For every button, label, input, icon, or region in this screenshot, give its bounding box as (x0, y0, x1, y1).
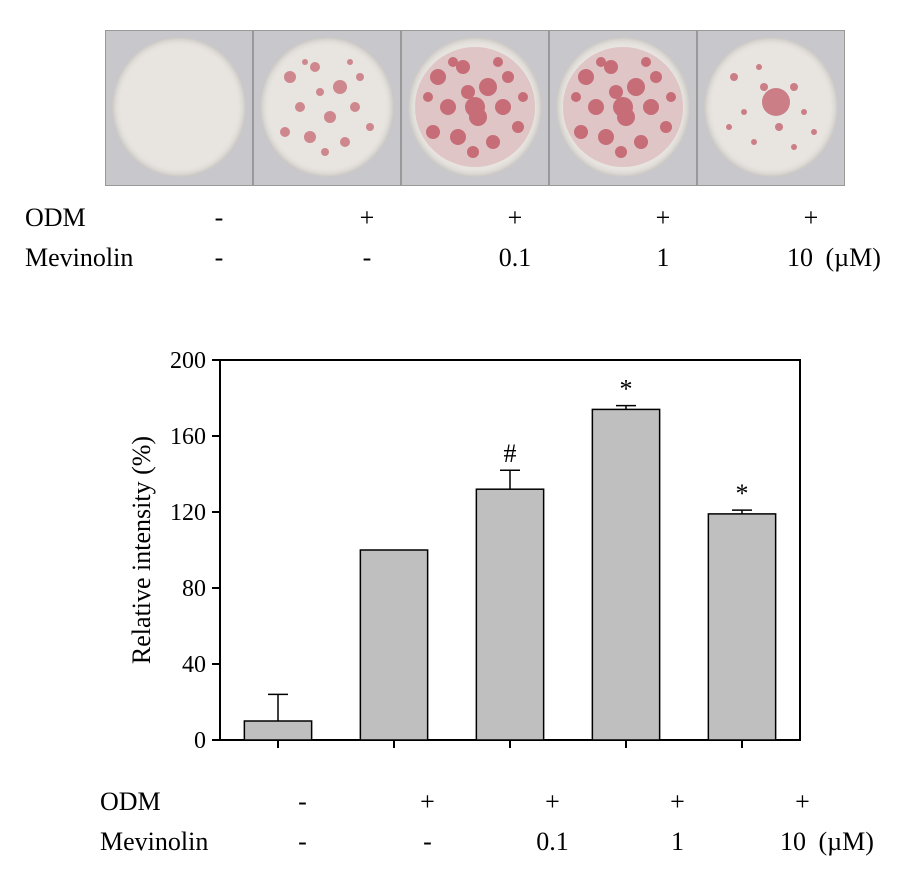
mev-bval-5: 10 (780, 827, 806, 856)
svg-text:120: 120 (170, 500, 206, 526)
svg-text:#: # (504, 439, 517, 468)
well-stain-svg (556, 37, 690, 177)
unit-top: (µM) (826, 243, 881, 272)
mev-bval-5-with-unit: 10 (µM) (740, 827, 897, 857)
well-stain-svg (112, 37, 246, 177)
well-1 (105, 30, 253, 186)
mev-row-bottom: Mevinolin - - 0.1 1 10 (µM) (100, 822, 897, 862)
chart-svg: 0 40 80 120 160 200 Relative intensity (%) # * * (120, 340, 820, 780)
odm-val-4: + (589, 203, 737, 233)
odm-row-top: ODM - + + + + (25, 198, 897, 238)
svg-text:80: 80 (182, 576, 206, 602)
mev-val-3: 0.1 (441, 243, 589, 273)
svg-text:0: 0 (194, 728, 206, 754)
odm-bval-5: + (740, 787, 865, 817)
odm-bval-1: - (240, 787, 365, 817)
top-condition-labels: ODM - + + + + Mevinolin - - 0.1 1 10 (µM… (25, 198, 897, 278)
odm-label-top: ODM (25, 203, 145, 233)
mev-bval-1: - (240, 827, 365, 857)
odm-val-3: + (441, 203, 589, 233)
unit-bottom: (µM) (819, 827, 874, 856)
svg-text:200: 200 (170, 348, 206, 374)
mev-label-bottom: Mevinolin (100, 827, 240, 857)
mev-val-4: 1 (589, 243, 737, 273)
mev-bval-4: 1 (615, 827, 740, 857)
svg-text:160: 160 (170, 424, 206, 450)
well-stain-svg (260, 37, 394, 177)
well-stain-svg (704, 37, 838, 177)
odm-label-bottom: ODM (100, 787, 240, 817)
well-2 (253, 30, 401, 186)
mev-bval-3: 0.1 (490, 827, 615, 857)
svg-text:40: 40 (182, 652, 206, 678)
odm-val-1: - (145, 203, 293, 233)
mev-val-2: - (293, 243, 441, 273)
odm-bval-3: + (490, 787, 615, 817)
odm-val-2: + (293, 203, 441, 233)
bottom-condition-labels: ODM - + + + + Mevinolin - - 0.1 1 10 (µM… (100, 782, 897, 862)
well-stain-svg (408, 37, 542, 177)
mev-val-5: 10 (787, 243, 813, 272)
mev-val-5-with-unit: 10 (µM) (737, 243, 897, 273)
svg-text:*: * (620, 375, 633, 404)
figure-container: ODM - + + + + Mevinolin - - 0.1 1 10 (µM… (0, 0, 897, 892)
mev-label-top: Mevinolin (25, 243, 145, 273)
svg-text:Relative intensity (%): Relative intensity (%) (127, 436, 156, 664)
bar-chart: 0 40 80 120 160 200 Relative intensity (%) # * * (120, 340, 820, 780)
odm-row-bottom: ODM - + + + + (100, 782, 897, 822)
odm-bval-2: + (365, 787, 490, 817)
odm-val-5: + (737, 203, 885, 233)
well-5 (697, 30, 845, 186)
mev-val-1: - (145, 243, 293, 273)
mev-row-top: Mevinolin - - 0.1 1 10 (µM) (25, 238, 897, 278)
well-4 (549, 30, 697, 186)
well-3 (401, 30, 549, 186)
mev-bval-2: - (365, 827, 490, 857)
svg-text:*: * (736, 479, 749, 508)
odm-bval-4: + (615, 787, 740, 817)
wells-row (105, 30, 845, 186)
